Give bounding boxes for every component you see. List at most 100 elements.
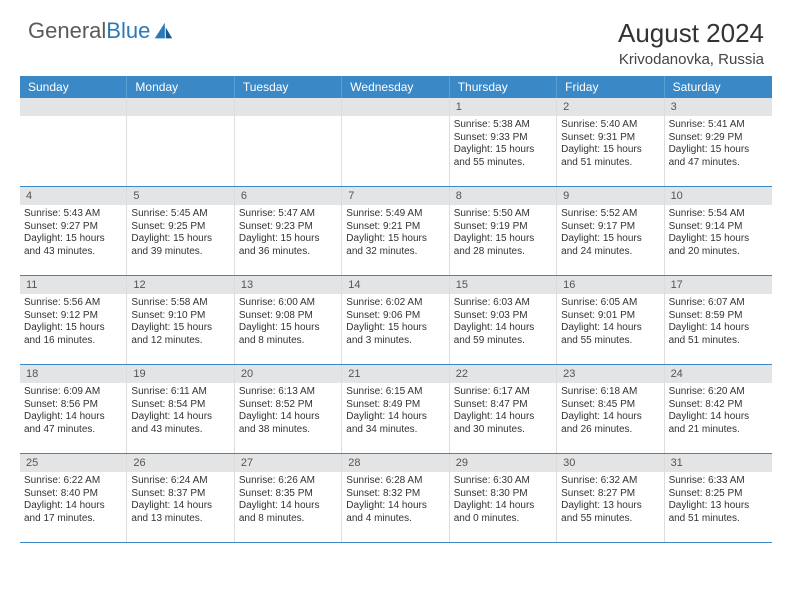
day-cell: 8Sunrise: 5:50 AMSunset: 9:19 PMDaylight… [450, 187, 557, 275]
day-number: 7 [342, 187, 448, 205]
day-cell: 11Sunrise: 5:56 AMSunset: 9:12 PMDayligh… [20, 276, 127, 364]
day-sunset: Sunset: 8:40 PM [24, 488, 122, 501]
day-number: 28 [342, 454, 448, 472]
day-sunrise: Sunrise: 5:54 AM [669, 208, 768, 221]
day-sunrise: Sunrise: 5:38 AM [454, 119, 552, 132]
day-daylight1: Daylight: 15 hours [669, 233, 768, 246]
month-title: August 2024 [618, 18, 764, 49]
day-sunrise: Sunrise: 6:03 AM [454, 297, 552, 310]
day-body: Sunrise: 5:43 AMSunset: 9:27 PMDaylight:… [20, 205, 126, 260]
brand-sail-icon [152, 20, 174, 42]
dow-sunday: Sunday [20, 76, 127, 98]
day-daylight2: and 43 minutes. [24, 246, 122, 259]
day-daylight1: Daylight: 15 hours [669, 144, 768, 157]
day-cell: 15Sunrise: 6:03 AMSunset: 9:03 PMDayligh… [450, 276, 557, 364]
day-sunrise: Sunrise: 5:47 AM [239, 208, 337, 221]
brand-name: GeneralBlue [28, 18, 150, 44]
week-row: 1Sunrise: 5:38 AMSunset: 9:33 PMDaylight… [20, 98, 772, 187]
day-sunrise: Sunrise: 6:05 AM [561, 297, 659, 310]
day-cell: 23Sunrise: 6:18 AMSunset: 8:45 PMDayligh… [557, 365, 664, 453]
day-daylight2: and 13 minutes. [131, 513, 229, 526]
day-number: 4 [20, 187, 126, 205]
day-daylight2: and 51 minutes. [561, 157, 659, 170]
day-cell: 5Sunrise: 5:45 AMSunset: 9:25 PMDaylight… [127, 187, 234, 275]
day-sunrise: Sunrise: 5:50 AM [454, 208, 552, 221]
day-cell [20, 98, 127, 186]
day-daylight1: Daylight: 15 hours [454, 233, 552, 246]
weeks-container: 1Sunrise: 5:38 AMSunset: 9:33 PMDaylight… [20, 98, 772, 543]
day-body: Sunrise: 5:45 AMSunset: 9:25 PMDaylight:… [127, 205, 233, 260]
day-daylight2: and 38 minutes. [239, 424, 337, 437]
day-number: 23 [557, 365, 663, 383]
day-cell: 1Sunrise: 5:38 AMSunset: 9:33 PMDaylight… [450, 98, 557, 186]
day-body: Sunrise: 6:03 AMSunset: 9:03 PMDaylight:… [450, 294, 556, 349]
day-sunset: Sunset: 8:42 PM [669, 399, 768, 412]
day-daylight1: Daylight: 15 hours [24, 322, 122, 335]
day-number: 31 [665, 454, 772, 472]
brand-gray: General [28, 18, 106, 43]
day-cell: 21Sunrise: 6:15 AMSunset: 8:49 PMDayligh… [342, 365, 449, 453]
day-daylight2: and 17 minutes. [24, 513, 122, 526]
day-sunset: Sunset: 9:14 PM [669, 221, 768, 234]
day-daylight1: Daylight: 15 hours [24, 233, 122, 246]
day-cell: 27Sunrise: 6:26 AMSunset: 8:35 PMDayligh… [235, 454, 342, 542]
day-body: Sunrise: 5:49 AMSunset: 9:21 PMDaylight:… [342, 205, 448, 260]
day-daylight1: Daylight: 14 hours [131, 411, 229, 424]
day-cell: 28Sunrise: 6:28 AMSunset: 8:32 PMDayligh… [342, 454, 449, 542]
day-body: Sunrise: 6:13 AMSunset: 8:52 PMDaylight:… [235, 383, 341, 438]
day-cell: 25Sunrise: 6:22 AMSunset: 8:40 PMDayligh… [20, 454, 127, 542]
day-cell: 22Sunrise: 6:17 AMSunset: 8:47 PMDayligh… [450, 365, 557, 453]
day-daylight2: and 24 minutes. [561, 246, 659, 259]
day-sunset: Sunset: 8:27 PM [561, 488, 659, 501]
day-body [342, 116, 448, 121]
day-sunset: Sunset: 9:01 PM [561, 310, 659, 323]
day-body: Sunrise: 6:05 AMSunset: 9:01 PMDaylight:… [557, 294, 663, 349]
day-daylight2: and 4 minutes. [346, 513, 444, 526]
day-number: 12 [127, 276, 233, 294]
day-sunrise: Sunrise: 5:40 AM [561, 119, 659, 132]
day-sunset: Sunset: 8:59 PM [669, 310, 768, 323]
day-body: Sunrise: 6:30 AMSunset: 8:30 PMDaylight:… [450, 472, 556, 527]
day-cell: 19Sunrise: 6:11 AMSunset: 8:54 PMDayligh… [127, 365, 234, 453]
day-daylight1: Daylight: 15 hours [561, 233, 659, 246]
day-number: 1 [450, 98, 556, 116]
day-daylight2: and 3 minutes. [346, 335, 444, 348]
day-sunset: Sunset: 9:17 PM [561, 221, 659, 234]
day-cell: 30Sunrise: 6:32 AMSunset: 8:27 PMDayligh… [557, 454, 664, 542]
day-number: 10 [665, 187, 772, 205]
day-daylight2: and 36 minutes. [239, 246, 337, 259]
day-sunset: Sunset: 8:47 PM [454, 399, 552, 412]
day-number: 24 [665, 365, 772, 383]
day-body: Sunrise: 5:58 AMSunset: 9:10 PMDaylight:… [127, 294, 233, 349]
day-sunrise: Sunrise: 5:58 AM [131, 297, 229, 310]
day-sunset: Sunset: 9:21 PM [346, 221, 444, 234]
day-body: Sunrise: 6:18 AMSunset: 8:45 PMDaylight:… [557, 383, 663, 438]
day-daylight1: Daylight: 15 hours [346, 233, 444, 246]
day-daylight2: and 34 minutes. [346, 424, 444, 437]
day-daylight2: and 47 minutes. [669, 157, 768, 170]
day-body: Sunrise: 5:52 AMSunset: 9:17 PMDaylight:… [557, 205, 663, 260]
day-daylight1: Daylight: 14 hours [24, 500, 122, 513]
day-sunrise: Sunrise: 6:11 AM [131, 386, 229, 399]
day-daylight2: and 0 minutes. [454, 513, 552, 526]
day-sunrise: Sunrise: 6:00 AM [239, 297, 337, 310]
day-daylight1: Daylight: 14 hours [454, 411, 552, 424]
day-sunset: Sunset: 8:56 PM [24, 399, 122, 412]
day-number: 27 [235, 454, 341, 472]
calendar: Sunday Monday Tuesday Wednesday Thursday… [0, 76, 792, 543]
day-sunset: Sunset: 9:08 PM [239, 310, 337, 323]
day-sunrise: Sunrise: 6:09 AM [24, 386, 122, 399]
day-sunrise: Sunrise: 6:22 AM [24, 475, 122, 488]
day-cell: 13Sunrise: 6:00 AMSunset: 9:08 PMDayligh… [235, 276, 342, 364]
day-cell: 26Sunrise: 6:24 AMSunset: 8:37 PMDayligh… [127, 454, 234, 542]
day-sunset: Sunset: 8:37 PM [131, 488, 229, 501]
day-daylight2: and 43 minutes. [131, 424, 229, 437]
day-sunset: Sunset: 9:03 PM [454, 310, 552, 323]
day-daylight2: and 28 minutes. [454, 246, 552, 259]
day-sunrise: Sunrise: 6:24 AM [131, 475, 229, 488]
day-sunset: Sunset: 9:23 PM [239, 221, 337, 234]
day-daylight2: and 55 minutes. [561, 513, 659, 526]
day-body: Sunrise: 6:00 AMSunset: 9:08 PMDaylight:… [235, 294, 341, 349]
day-daylight1: Daylight: 14 hours [454, 500, 552, 513]
day-sunrise: Sunrise: 6:20 AM [669, 386, 768, 399]
